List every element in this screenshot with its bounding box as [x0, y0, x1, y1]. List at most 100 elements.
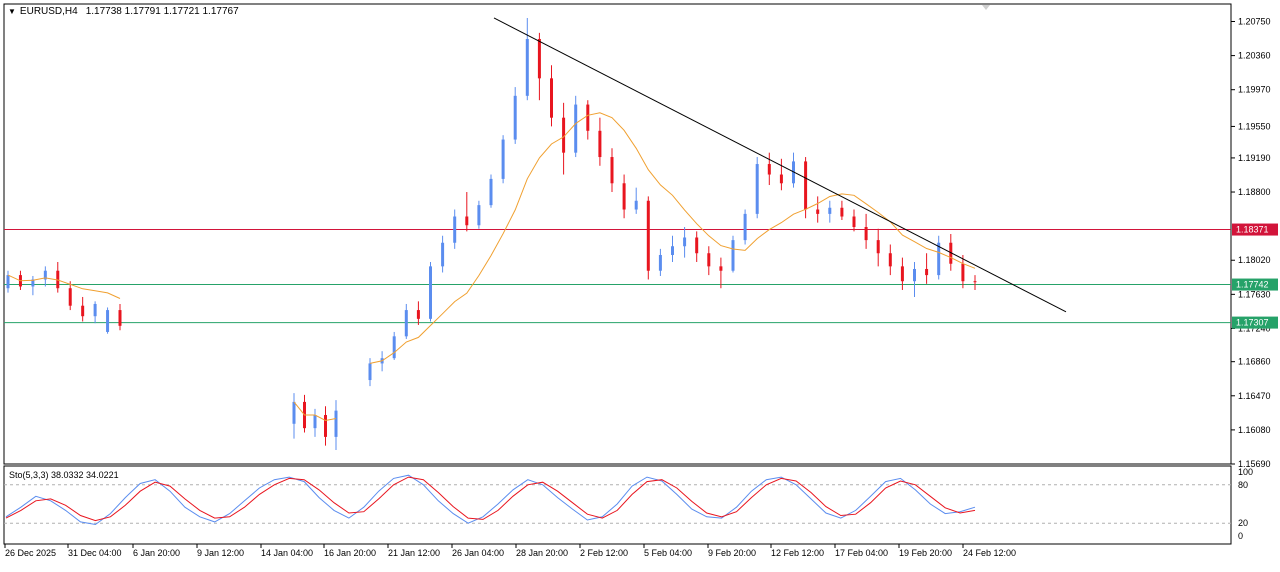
time-tick-label: 19 Feb 20:00	[899, 548, 952, 558]
candle-body	[93, 303, 97, 317]
candle-body	[81, 305, 85, 317]
stochastic-panel-frame	[3, 465, 1232, 545]
candle-body	[586, 104, 590, 131]
candle-body	[658, 254, 662, 271]
symbol-label: EURUSD,H4	[19, 6, 78, 17]
stochastic-title: Sto(5,3,3) 38.0332 34.0221	[9, 470, 119, 480]
price-level-badge	[1232, 223, 1278, 236]
candle-body	[292, 401, 296, 424]
price-level-label: 1.17307	[1236, 318, 1269, 328]
candle-body	[900, 266, 904, 282]
candle-body	[404, 310, 408, 337]
candle-body	[755, 164, 759, 214]
candle-body	[513, 95, 517, 140]
moving-average-line	[293, 401, 337, 422]
candle-body	[465, 216, 469, 226]
candle-body	[43, 270, 47, 280]
candle-body	[937, 242, 941, 276]
candle-body	[106, 310, 110, 332]
price-level-badge	[1232, 316, 1278, 329]
trendline	[493, 17, 1067, 313]
moving-average-line	[7, 274, 121, 299]
candle-body	[334, 410, 338, 437]
candle-body	[961, 263, 965, 282]
candle-body	[68, 288, 72, 306]
triangle-down-icon[interactable]: ▼	[8, 7, 16, 16]
candle-body	[913, 268, 916, 282]
candle-body	[671, 246, 674, 255]
candle-body	[118, 310, 122, 326]
stochastic-tick-label: 80	[1238, 480, 1248, 490]
candle-body	[743, 213, 747, 241]
candle-body	[779, 174, 783, 184]
candle-body	[610, 157, 614, 184]
price-tick-label: 1.15690	[1238, 459, 1271, 469]
candle-body	[876, 240, 880, 254]
candle-body	[562, 117, 566, 153]
candle-body	[804, 161, 808, 210]
candle-body	[416, 310, 420, 319]
time-tick-label: 6 Jan 20:00	[133, 548, 180, 558]
candle-body	[6, 275, 10, 289]
candle-body	[840, 207, 844, 217]
candle-body	[489, 178, 493, 206]
candle-body	[550, 78, 553, 118]
candle-body	[816, 209, 820, 214]
candle-body	[537, 38, 541, 79]
candle-body	[501, 139, 505, 179]
price-level-label: 1.18371	[1236, 225, 1269, 235]
candle-body	[56, 270, 60, 289]
candle-body	[828, 207, 832, 214]
ohlc-label: 1.17738 1.17791 1.17721 1.17767	[85, 6, 239, 17]
candle-body	[429, 266, 432, 319]
time-tick-label: 17 Feb 04:00	[835, 548, 888, 558]
stochastic-tick-label: 20	[1238, 518, 1248, 528]
price-tick-label: 1.20360	[1238, 51, 1271, 61]
candle-body	[707, 253, 711, 267]
price-tick-label: 1.16470	[1238, 391, 1271, 401]
candle-body	[31, 279, 35, 287]
scroll-marker-icon[interactable]	[982, 5, 990, 10]
candle-body	[864, 227, 868, 241]
moving-average-line	[369, 112, 976, 364]
candle-body	[719, 266, 723, 271]
price-level-badge	[1232, 278, 1278, 291]
time-tick-label: 9 Jan 12:00	[197, 548, 244, 558]
candle-body	[888, 253, 892, 267]
candle-body	[525, 38, 529, 96]
time-tick-label: 9 Feb 20:00	[708, 548, 756, 558]
time-tick-label: 26 Jan 04:00	[452, 548, 504, 558]
candle-body	[695, 237, 699, 254]
stochastic-tick-label: 0	[1238, 531, 1243, 541]
stochastic-line	[5, 474, 976, 526]
time-tick-label: 16 Jan 20:00	[324, 548, 376, 558]
candle-body	[392, 336, 396, 359]
candle-body	[634, 200, 638, 210]
candle-body	[767, 164, 771, 175]
candle-body	[313, 415, 317, 429]
time-tick-label: 31 Dec 04:00	[68, 548, 122, 558]
price-tick-label: 1.18020	[1238, 255, 1271, 265]
time-tick-label: 2 Feb 12:00	[580, 548, 628, 558]
candle-body	[324, 415, 327, 437]
candle-body	[477, 205, 481, 226]
candle-body	[622, 183, 626, 210]
candle-body	[598, 130, 602, 158]
candle-body	[646, 200, 650, 271]
candle-body	[949, 242, 953, 264]
candle-body	[441, 242, 445, 267]
price-tick-label: 1.19970	[1238, 85, 1271, 95]
stochastic-tick-label: 100	[1238, 467, 1253, 477]
time-tick-label: 12 Feb 12:00	[771, 548, 824, 558]
price-tick-label: 1.16860	[1238, 357, 1271, 367]
candle-body	[852, 216, 856, 228]
candle-body	[368, 363, 372, 381]
candle-body	[925, 268, 929, 276]
price-tick-label: 1.19190	[1238, 153, 1271, 163]
time-tick-label: 28 Jan 20:00	[516, 548, 568, 558]
time-tick-label: 14 Jan 04:00	[261, 548, 313, 558]
chart-header: ▼ EURUSD,H4 1.17738 1.17791 1.17721 1.17…	[8, 6, 239, 17]
time-tick-label: 24 Feb 12:00	[963, 548, 1016, 558]
time-tick-label: 26 Dec 2025	[5, 548, 56, 558]
price-tick-label: 1.19550	[1238, 121, 1271, 131]
